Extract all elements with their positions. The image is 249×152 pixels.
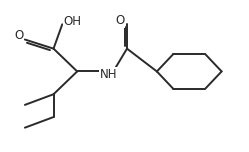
Text: NH: NH bbox=[100, 68, 118, 81]
Text: O: O bbox=[14, 29, 23, 42]
Text: OH: OH bbox=[63, 15, 81, 28]
Text: O: O bbox=[115, 14, 125, 27]
